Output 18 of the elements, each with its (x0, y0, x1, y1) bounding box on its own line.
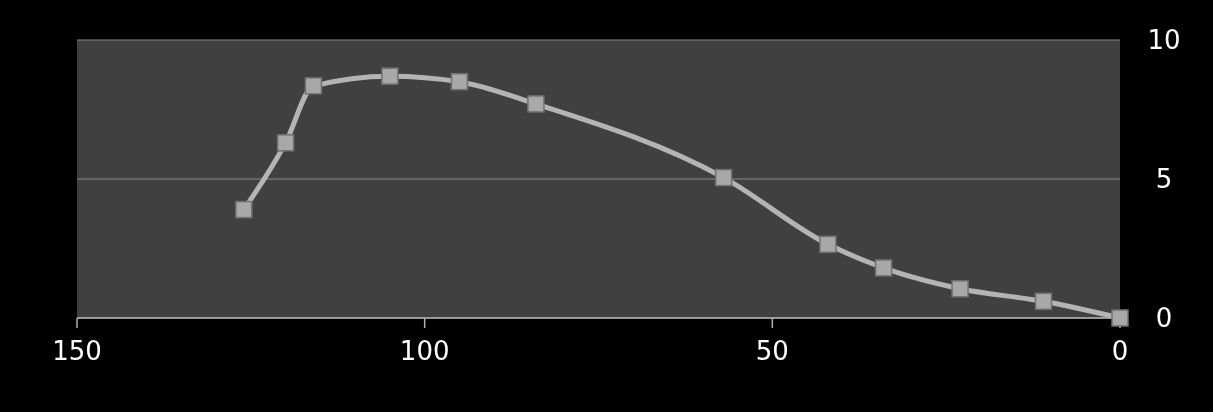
x-tick-label: 150 (52, 336, 102, 366)
y-tick-label: 10 (1147, 25, 1181, 55)
point (450, 72, 469, 91)
y-tick-label: 0 (1155, 303, 1173, 333)
y-tick-label: 5 (1155, 164, 1173, 194)
x-tick-label: 0 (1111, 336, 1129, 366)
point (276, 134, 295, 152)
point (951, 280, 969, 298)
point (1034, 292, 1053, 311)
x-tick-label: 100 (399, 336, 450, 366)
point (874, 259, 893, 277)
point (714, 168, 733, 187)
x-tick-label: 50 (755, 336, 789, 366)
point (235, 200, 253, 219)
point (304, 77, 323, 95)
point (819, 235, 837, 254)
point (381, 67, 399, 85)
point (527, 95, 545, 113)
